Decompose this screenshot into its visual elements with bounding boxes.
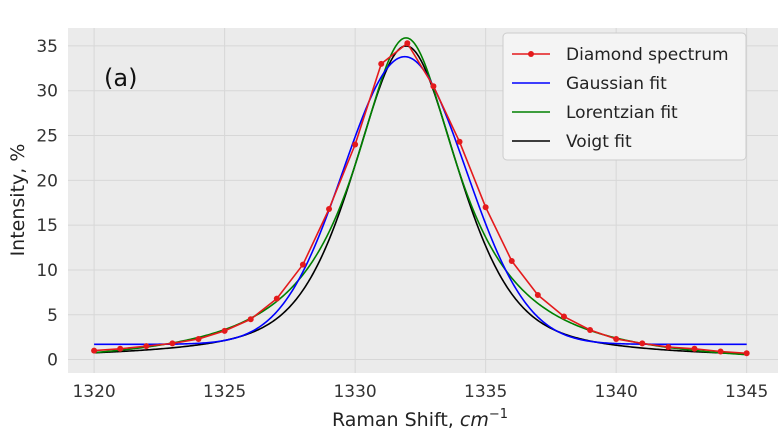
data-point-diamond — [534, 292, 541, 299]
tick-labels: 1320 1325 1330 1335 1340 1345 0 5 10 15 20 25 30 35 — [36, 37, 768, 402]
x-tick-label: 1335 — [464, 382, 507, 402]
data-point-diamond — [299, 261, 306, 268]
x-tick-label: 1340 — [595, 382, 638, 402]
x-tick-label: 1345 — [725, 382, 768, 402]
data-point-diamond — [482, 204, 489, 211]
data-point-diamond — [352, 141, 359, 148]
data-point-diamond — [326, 206, 333, 213]
data-point-diamond — [91, 347, 98, 354]
data-point-diamond — [508, 257, 515, 264]
x-tick-label: 1325 — [203, 382, 246, 402]
data-point-diamond — [743, 350, 750, 357]
legend-entry-lorentzian: Lorentzian fit — [512, 103, 678, 123]
x-tick-label: 1330 — [333, 382, 376, 402]
x-axis-title-text: Raman Shift, — [332, 409, 460, 431]
legend-label-voigt: Voigt fit — [566, 132, 632, 152]
y-tick-label: 25 — [36, 127, 58, 147]
data-point-diamond — [560, 313, 567, 320]
data-point-diamond — [404, 40, 411, 47]
legend-entry-voigt: Voigt fit — [512, 132, 632, 152]
data-point-diamond — [378, 60, 385, 67]
legend-label-lorentzian: Lorentzian fit — [566, 103, 678, 123]
data-point-diamond — [221, 327, 228, 334]
data-point-diamond — [456, 138, 463, 145]
data-point-diamond — [587, 326, 594, 333]
x-tick-label: 1320 — [72, 382, 115, 402]
data-point-diamond — [143, 343, 150, 350]
data-point-diamond — [430, 83, 437, 90]
data-point-diamond — [273, 295, 280, 302]
y-tick-label: 5 — [47, 306, 58, 326]
y-axis-title: Intensity, % — [7, 144, 29, 257]
annotation-label: (a) — [104, 64, 137, 92]
y-tick-label: 20 — [36, 171, 58, 191]
series-line-voigt — [94, 45, 747, 355]
legend: Diamond spectrum Gaussian fit Lorentzian… — [502, 32, 747, 161]
data-point-diamond — [195, 335, 202, 342]
grid-lines — [68, 28, 778, 373]
y-tick-label: 10 — [36, 261, 58, 281]
legend-marker-diamond — [528, 51, 534, 57]
data-point-diamond — [665, 344, 672, 351]
y-tick-label: 35 — [36, 37, 58, 57]
data-point-diamond — [247, 316, 254, 323]
y-tick-label: 15 — [36, 216, 58, 236]
legend-label-gaussian: Gaussian fit — [566, 74, 667, 94]
y-tick-label: 30 — [36, 82, 58, 102]
legend-entry-gaussian: Gaussian fit — [512, 74, 667, 94]
data-point-diamond — [691, 345, 698, 352]
legend-entry-diamond: Diamond spectrum — [512, 45, 729, 65]
legend-box — [502, 32, 747, 161]
x-axis-title: Raman Shift, cm−1 — [332, 407, 508, 431]
series-line-diamond — [94, 42, 747, 355]
data-point-diamond — [613, 335, 620, 342]
legend-label-diamond: Diamond spectrum — [566, 45, 729, 65]
data-point-diamond — [639, 340, 646, 347]
data-point-diamond — [717, 348, 724, 355]
data-point-diamond — [117, 345, 124, 352]
y-tick-label: 0 — [47, 351, 58, 371]
x-axis-title-exponent: −1 — [489, 407, 508, 422]
data-point-diamond — [169, 340, 176, 347]
plot-series — [91, 37, 750, 357]
x-axis-title-unit: cm — [460, 409, 489, 431]
